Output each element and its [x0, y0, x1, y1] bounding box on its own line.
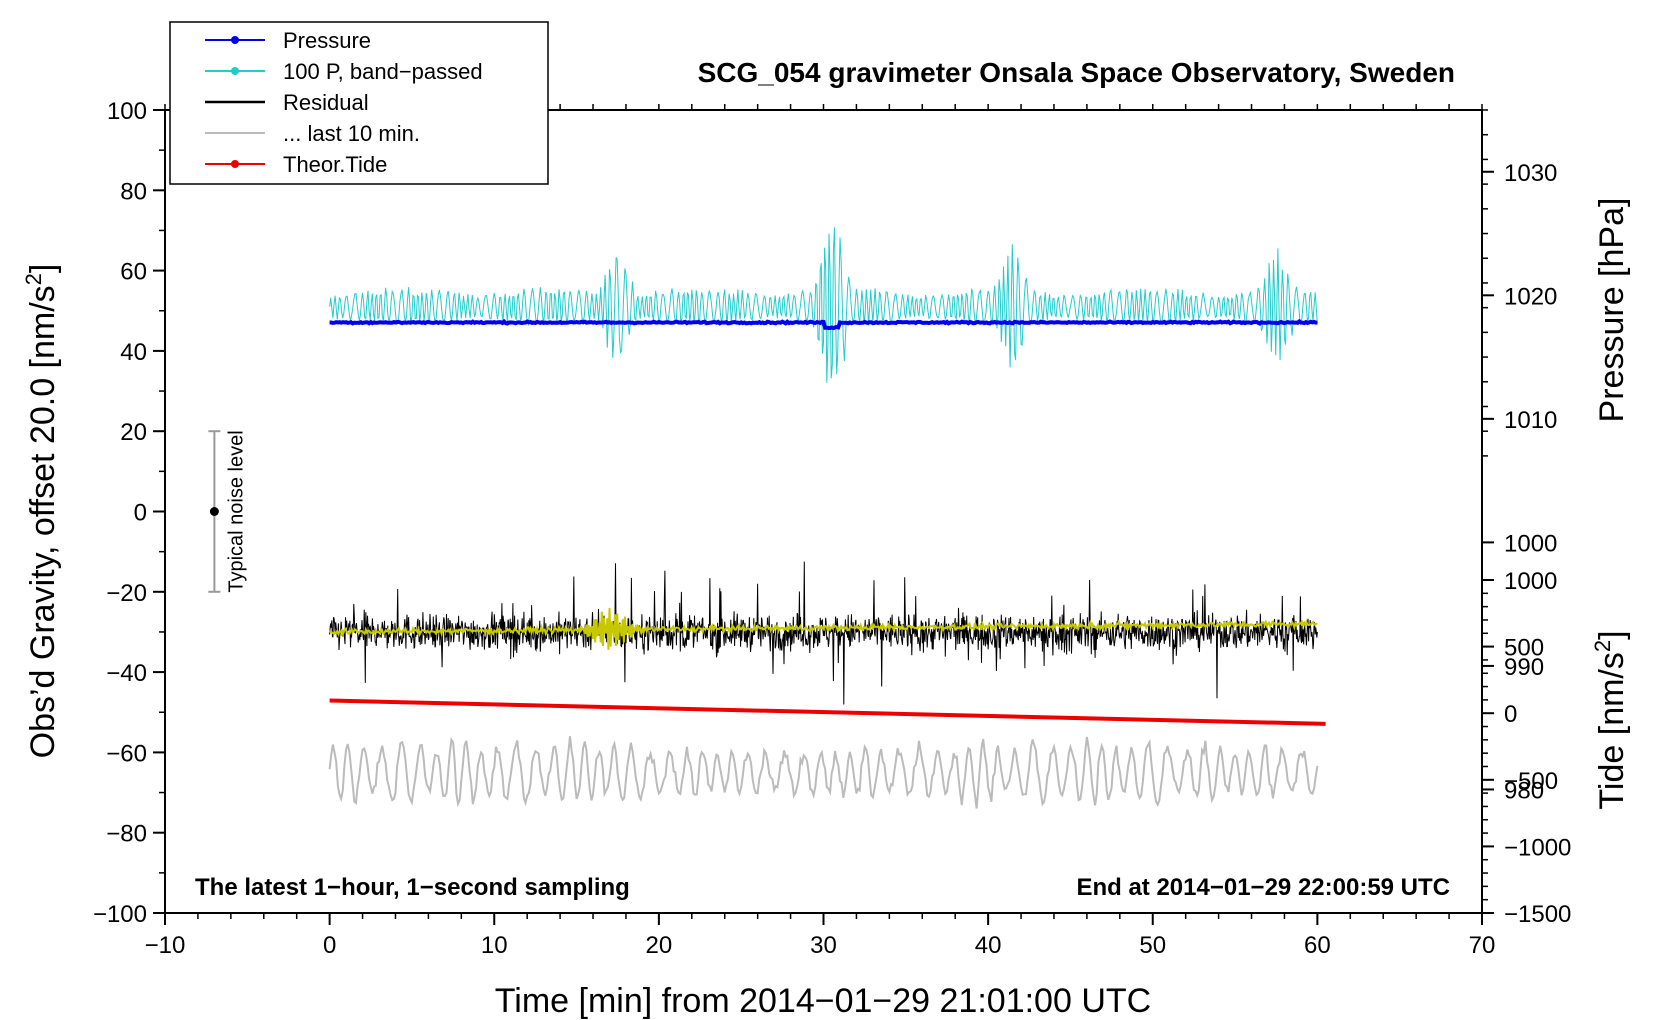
x-tick-label: 40 [975, 932, 1002, 959]
legend-marker [231, 160, 239, 168]
x-axis-title: Time [min] from 2014−01−29 21:01:00 UTC [495, 982, 1151, 1020]
legend-marker [231, 36, 239, 44]
annotation-right: End at 2014−01−29 22:00:59 UTC [1076, 874, 1450, 901]
x-tick-label: −10 [145, 932, 186, 959]
chart-title: SCG_054 gravimeter Onsala Space Observat… [698, 57, 1455, 88]
y-axis-title-main-sup: 2 [21, 273, 46, 285]
series-residual-smoothed [328, 607, 1318, 650]
y-tick-label: 100 [107, 98, 147, 125]
x-tick-label: 70 [1469, 932, 1496, 959]
legend-label: Theor.Tide [283, 152, 387, 177]
legend: Pressure 100 P, band−passed Residual ... la… [169, 21, 549, 185]
axis-layer: −10 0 10 20 30 40 50 60 70100806040200−20−40−60−… [93, 98, 1571, 959]
y-tick-label: −20 [106, 580, 147, 607]
pressure-tick-label: 1010 [1504, 407, 1557, 434]
x-tick-label: 50 [1139, 932, 1166, 959]
legend-label: ... last 10 min. [283, 121, 420, 146]
pressure-tick-label: 990 [1504, 654, 1544, 681]
x-tick-label: 20 [646, 932, 673, 959]
series-theor-tide [329, 698, 1326, 726]
legend-label: Pressure [283, 28, 371, 53]
tide-tick-label: −1500 [1504, 901, 1571, 928]
noise-level-indicator: Typical noise level [208, 430, 247, 593]
y-tick-label: 20 [120, 419, 147, 446]
y-tick-label: 60 [120, 259, 147, 286]
x-tick-label: 60 [1304, 932, 1331, 959]
tide-tick-label: 0 [1504, 701, 1517, 728]
y-tick-label: −80 [106, 821, 147, 848]
tide-tick-label: 500 [1504, 635, 1544, 662]
y-axis-title-main: Obs’d Gravity, offset 20.0 [nm/s2] [21, 264, 62, 759]
pressure-tick-label: 1020 [1504, 283, 1557, 310]
y-axis-title-tide: Tide [nm/s2] [1590, 630, 1631, 809]
x-tick-label: 0 [323, 932, 336, 959]
y-tick-label: 0 [134, 500, 147, 527]
tide-tick-label: −500 [1504, 768, 1558, 795]
y-axis-title-tide-sup: 2 [1590, 640, 1615, 652]
x-tick-label: 10 [481, 932, 508, 959]
legend-label: 100 P, band−passed [283, 59, 483, 84]
tide-tick-label: −1000 [1504, 834, 1571, 861]
series-last-10-min [328, 736, 1319, 809]
series-pressure [329, 318, 1318, 331]
y-tick-label: −60 [106, 740, 147, 767]
legend-marker [231, 67, 239, 75]
pressure-tick-label: 980 [1504, 777, 1544, 804]
pressure-tick-label: 1030 [1504, 160, 1557, 187]
series-layer [328, 227, 1326, 809]
y-tick-label: 40 [120, 339, 147, 366]
annotation-left: The latest 1−hour, 1−second sampling [195, 874, 630, 901]
tide-tick-label: 1000 [1504, 568, 1557, 595]
pressure-tick-label: 1000 [1504, 530, 1557, 557]
y-axis-title-pressure: Pressure [hPa] [1593, 198, 1631, 423]
noise-label: Typical noise level [225, 430, 247, 592]
legend-label: Residual [283, 90, 369, 115]
y-tick-label: 80 [120, 178, 147, 205]
y-tick-label: −100 [93, 901, 147, 928]
y-tick-label: −40 [106, 660, 147, 687]
x-tick-label: 30 [810, 932, 837, 959]
noise-center-dot [209, 507, 219, 516]
